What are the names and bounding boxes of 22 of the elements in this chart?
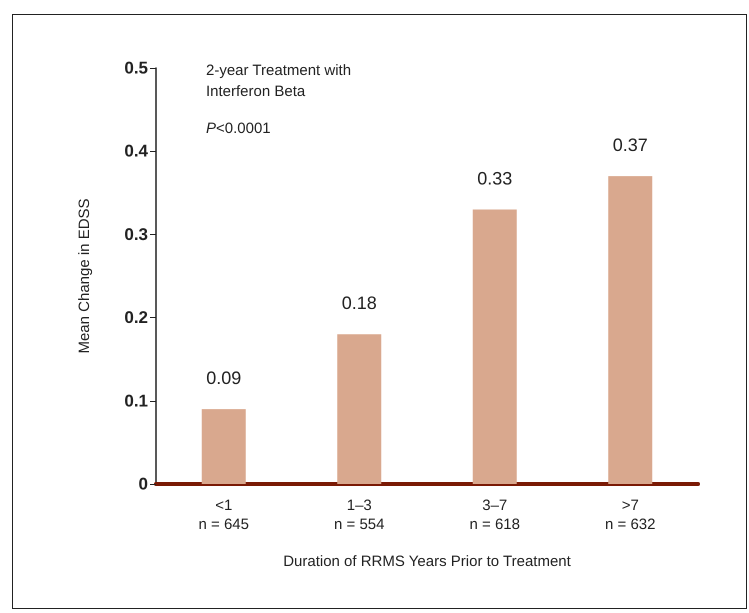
- annotation: 2-year Treatment with Interferon Beta: [206, 62, 352, 100]
- y-tick-label: 0.3: [124, 224, 148, 244]
- annotation: P<0.0001: [206, 120, 271, 137]
- bar: [608, 176, 652, 484]
- y-tick-label: 0.5: [124, 58, 148, 78]
- data-label: 0.18: [342, 293, 377, 314]
- y-tick-label: 0: [138, 474, 148, 494]
- y-axis-title: Mean Change in EDSS: [76, 198, 93, 354]
- x-tick-label: <1 n = 645: [198, 497, 249, 533]
- y-tick-label: 0.2: [124, 308, 148, 328]
- x-tick-label: >7 n = 632: [605, 497, 656, 533]
- bar: [472, 209, 517, 484]
- x-tick-label: 3–7 n = 618: [470, 497, 520, 533]
- bar: [337, 334, 382, 484]
- data-label: 0.37: [612, 135, 648, 156]
- data-label: 0.33: [477, 168, 512, 188]
- y-tick-label: 0.4: [124, 142, 149, 161]
- data-label: 0.09: [206, 368, 242, 388]
- x-axis-title: Duration of RRMS Years Prior to Treatment: [283, 553, 572, 570]
- y-tick-label: 0.1: [124, 391, 148, 410]
- bar: [202, 409, 246, 484]
- x-tick-label: 1–3 n = 554: [334, 497, 384, 533]
